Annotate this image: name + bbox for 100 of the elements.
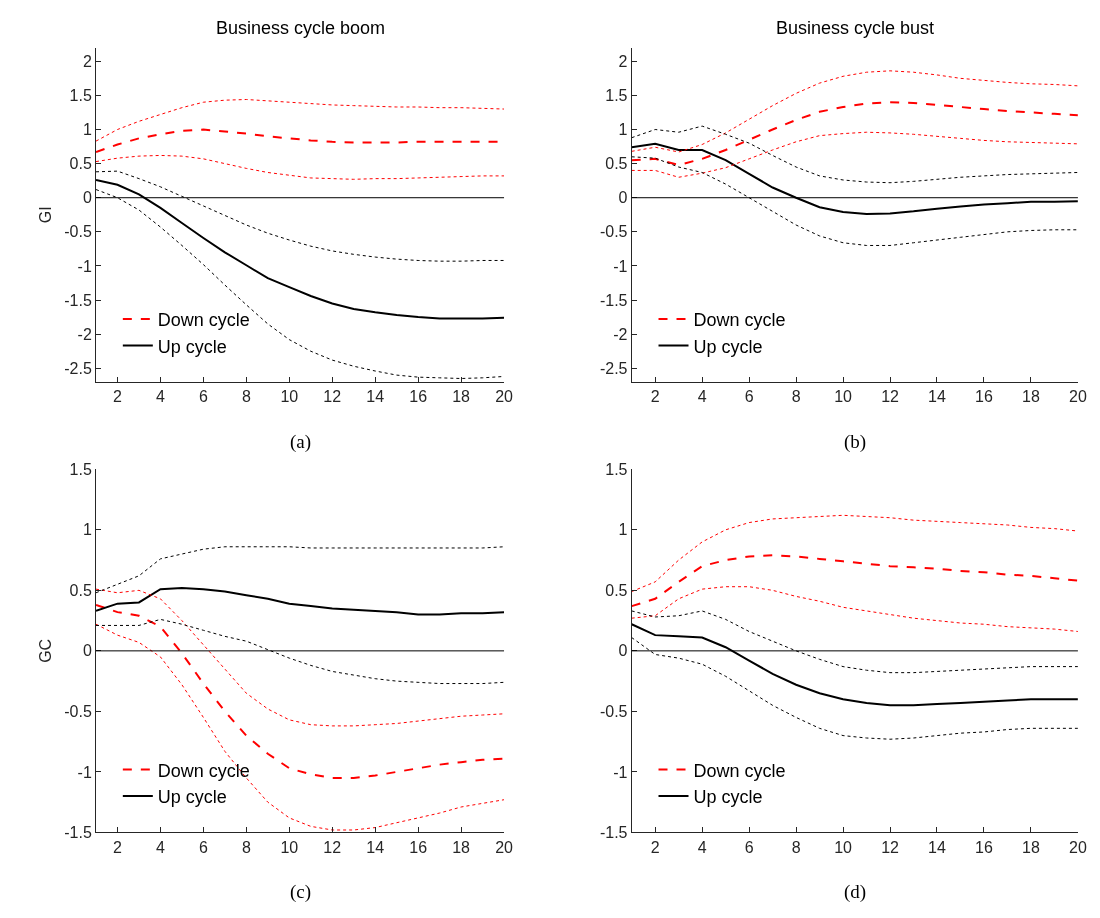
y-tick-label: 1 [82,121,92,139]
x-tick-label: 12 [323,838,342,856]
x-tick-label: 18 [1022,838,1040,856]
y-axis-title: GI [37,206,55,224]
line-series [631,637,1078,740]
y-tick-label: 1.5 [69,460,92,478]
x-tick-label: 6 [744,838,754,856]
x-tick-label: 12 [881,838,900,856]
y-tick-label: -2.5 [64,359,92,377]
text: (d) [844,881,867,903]
x-tick-label: 18 [452,388,471,406]
y-tick-label: 0 [82,642,92,660]
x-tick-label: 2 [650,388,660,406]
x-tick-label: 14 [366,838,385,856]
line-series [631,586,1078,632]
legend-label: Down cycle [693,760,786,781]
x-tick-label: 12 [881,388,900,406]
x-tick-label: 4 [697,838,707,856]
line-series [631,514,1078,593]
y-tick-label: -2 [77,325,92,343]
y-tick-label: 1 [618,521,628,539]
y-tick-label: 0.5 [69,155,92,173]
y-tick-label: -1.5 [64,824,92,842]
y-tick-label: -1.5 [599,824,628,842]
x-tick-label: 14 [928,838,946,856]
line-series [96,98,505,142]
line-series [96,618,505,685]
x-tick-label: 14 [928,388,946,406]
y-tick-label: -2 [613,325,628,343]
x-tick-label: 20 [1069,838,1087,856]
y-tick-label: 1.5 [605,86,628,104]
legend-label: Down cycle [157,310,250,331]
text: (c) [290,881,312,903]
y-tick-label: 0.5 [605,155,628,173]
x-tick-label: 8 [791,838,801,856]
x-tick-label: 2 [113,838,123,856]
x-tick-label: 10 [280,838,299,856]
y-tick-label: -2.5 [599,359,628,377]
y-tick-label: -0.5 [599,223,628,241]
line-series [631,70,1078,153]
y-tick-label: -0.5 [64,223,92,241]
legend-label: Down cycle [157,760,250,781]
line-series [631,610,1078,674]
x-tick-label: 16 [409,838,428,856]
y-tick-label: 0.5 [69,581,92,599]
legend-label: Up cycle [157,336,227,357]
line-series [631,125,1078,184]
x-tick-label: 16 [409,388,428,406]
y-tick-label: 0 [82,189,92,207]
y-tick-label: -1 [613,257,628,275]
x-tick-label: 2 [113,388,123,406]
y-tick-label: 1 [82,521,92,539]
chart-title: Business cycle boom [216,18,386,38]
legend-label: Up cycle [157,787,227,808]
line-series [631,101,1078,166]
x-tick-label: 20 [495,838,514,856]
line-series [96,170,505,262]
x-tick-label: 8 [791,388,801,406]
y-tick-label: -1 [77,763,92,781]
chart-title: Business cycle bust [776,18,935,38]
x-tick-label: 14 [366,388,385,406]
y-tick-label: 0 [618,642,628,660]
line-series [96,588,505,727]
x-tick-label: 16 [975,838,993,856]
x-tick-label: 12 [323,388,342,406]
y-tick-label: 2 [618,52,628,70]
x-tick-label: 6 [744,388,754,406]
legend-label: Up cycle [693,787,763,808]
x-tick-label: 20 [1069,388,1087,406]
line-series [96,603,505,779]
x-tick-label: 10 [834,838,853,856]
text: (a) [290,431,312,453]
x-tick-label: 4 [155,388,165,406]
x-tick-label: 20 [495,388,514,406]
legend-label: Up cycle [693,336,763,357]
line-series [631,142,1078,216]
line-series [631,156,1078,246]
x-tick-label: 10 [280,388,299,406]
x-tick-label: 6 [198,388,208,406]
y-axis-title: GC [37,638,55,663]
legend-label: Down cycle [693,310,786,331]
y-tick-label: -1.5 [599,291,628,309]
line-series [631,131,1078,178]
x-tick-label: 6 [198,838,208,856]
y-tick-label: -0.5 [599,702,628,720]
y-tick-label: 2 [82,52,92,70]
x-tick-label: 2 [650,838,660,856]
y-tick-label: 0.5 [605,581,628,599]
x-tick-label: 4 [697,388,707,406]
y-tick-label: 1.5 [69,86,92,104]
x-tick-label: 18 [1022,388,1040,406]
x-tick-label: 10 [834,388,853,406]
y-tick-label: -1 [613,763,628,781]
line-series [96,154,505,180]
y-tick-label: 1.5 [605,460,628,478]
y-tick-label: -1 [77,257,92,275]
y-tick-label: 1 [618,121,628,139]
line-series [631,554,1078,608]
x-tick-label: 4 [155,838,165,856]
y-tick-label: -0.5 [64,702,92,720]
